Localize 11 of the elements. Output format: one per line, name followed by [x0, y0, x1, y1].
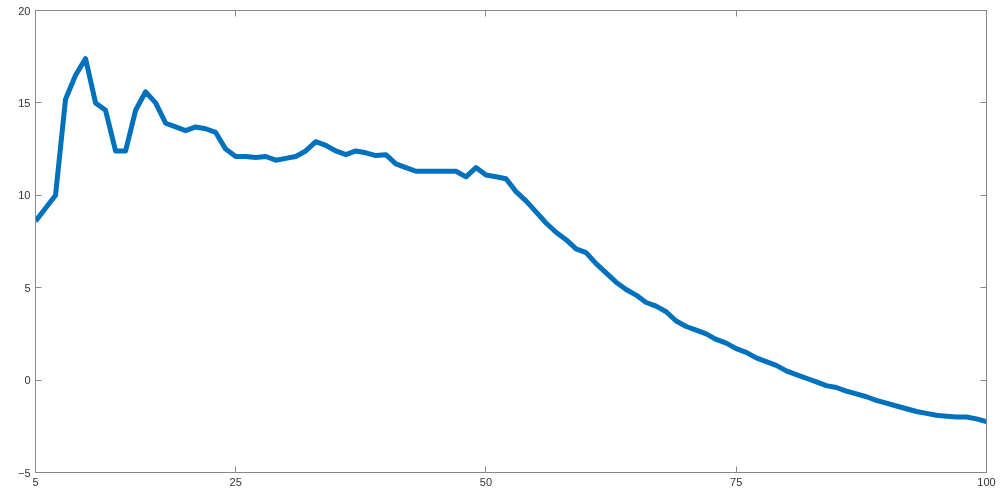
x-tick-label: 100 [977, 475, 996, 488]
x-tick-label: 25 [229, 475, 242, 488]
x-tick-label: 50 [479, 475, 493, 488]
y-tick-label: 15 [18, 96, 31, 109]
y-tick-label: 5 [24, 281, 31, 294]
x-tick-label: 5 [32, 475, 39, 488]
y-tick-label: −5 [17, 466, 31, 479]
y-tick-label: 0 [24, 374, 31, 387]
y-tick-label: 20 [18, 4, 31, 17]
y-tick-label: 10 [18, 189, 31, 202]
x-tick-label: 75 [730, 475, 743, 488]
